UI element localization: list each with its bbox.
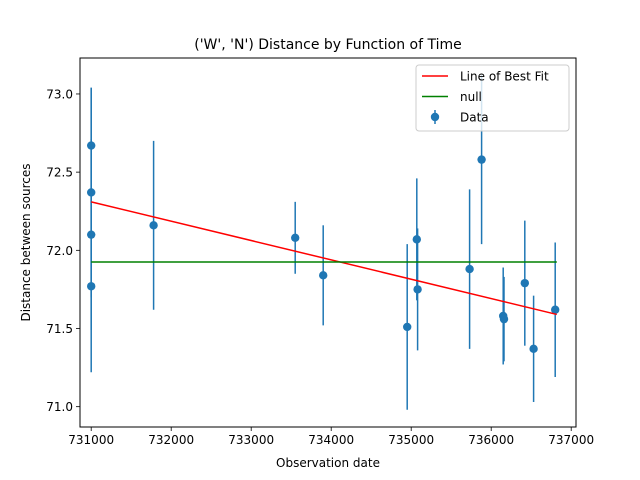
data-point xyxy=(87,282,96,291)
x-tick-label: 733000 xyxy=(228,433,274,447)
data-point xyxy=(149,221,158,230)
x-tick-label: 737000 xyxy=(548,433,594,447)
x-tick-label: 736000 xyxy=(468,433,514,447)
x-axis-label: Observation date xyxy=(276,456,380,470)
y-tick-label: 72.5 xyxy=(46,166,73,180)
y-tick-label: 71.5 xyxy=(46,322,73,336)
x-tick-label: 734000 xyxy=(308,433,354,447)
x-axis-ticks: 731000 732000 733000 734000 735000 736000 7370… xyxy=(68,427,594,447)
legend-label: Line of Best Fit xyxy=(460,70,549,84)
x-tick-label: 731000 xyxy=(68,433,114,447)
data-layer xyxy=(87,75,560,410)
y-tick-label: 71.0 xyxy=(46,400,73,414)
data-point xyxy=(529,344,538,354)
y-tick-label: 72.0 xyxy=(46,244,73,258)
data-point xyxy=(87,230,96,239)
data-point xyxy=(413,285,422,294)
legend-marker-swatch xyxy=(430,112,440,122)
data-point xyxy=(403,322,412,332)
data-point xyxy=(87,188,96,197)
data-point xyxy=(477,155,486,164)
data-point xyxy=(551,305,560,314)
legend: Line of Best Fit null Data xyxy=(415,64,570,132)
legend-box xyxy=(415,64,570,132)
chart-title: ('W', 'N') Distance by Function of Time xyxy=(194,37,461,53)
x-tick-label: 735000 xyxy=(388,433,434,447)
data-point xyxy=(520,278,529,288)
y-axis-ticks: 71.0 71.5 72.0 72.5 73.0 xyxy=(46,87,80,414)
data-point xyxy=(291,233,300,243)
x-tick-label: 732000 xyxy=(148,433,194,447)
y-axis-label: Distance between sources xyxy=(19,163,33,321)
legend-label: null xyxy=(460,90,482,104)
best-fit-line xyxy=(91,201,557,316)
data-point xyxy=(499,314,509,324)
data-point xyxy=(87,141,96,150)
data-point xyxy=(319,271,328,280)
y-tick-label: 73.0 xyxy=(46,87,73,101)
legend-label: Data xyxy=(460,111,489,125)
data-point xyxy=(465,264,474,274)
data-point xyxy=(412,235,421,244)
plot-frame xyxy=(79,57,577,428)
